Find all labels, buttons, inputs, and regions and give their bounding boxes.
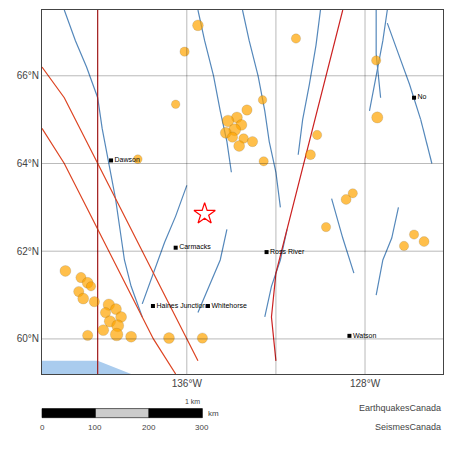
svg-text:100: 100 bbox=[88, 423, 102, 432]
svg-text:300: 300 bbox=[195, 423, 209, 432]
svg-text:60°N: 60°N bbox=[17, 333, 39, 344]
svg-text:Dawson: Dawson bbox=[115, 156, 140, 163]
svg-text:Haines Junction: Haines Junction bbox=[156, 302, 206, 309]
svg-text:136°W: 136°W bbox=[172, 378, 203, 389]
svg-text:200: 200 bbox=[142, 423, 156, 432]
svg-text:Carmacks: Carmacks bbox=[179, 243, 211, 250]
svg-text:Whitehorse: Whitehorse bbox=[211, 302, 247, 309]
svg-text:km: km bbox=[208, 409, 219, 418]
svg-text:64°N: 64°N bbox=[17, 158, 39, 169]
svg-text:1 km: 1 km bbox=[185, 398, 200, 405]
svg-text:62°N: 62°N bbox=[17, 246, 39, 257]
svg-text:No: No bbox=[418, 93, 427, 100]
svg-text:SeismesCanada: SeismesCanada bbox=[375, 422, 441, 432]
svg-text:Ross River: Ross River bbox=[270, 248, 305, 255]
svg-text:EarthquakesCanada: EarthquakesCanada bbox=[359, 403, 441, 413]
svg-text:128°W: 128°W bbox=[350, 378, 381, 389]
svg-text:0: 0 bbox=[40, 423, 45, 432]
svg-text:66°N: 66°N bbox=[17, 70, 39, 81]
svg-text:Watson: Watson bbox=[353, 332, 377, 339]
